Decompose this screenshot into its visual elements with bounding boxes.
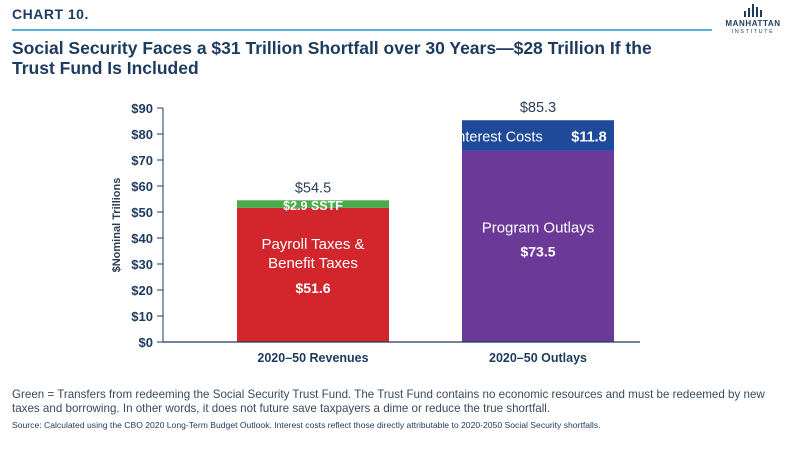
x-category-label: 2020–50 Outlays: [489, 351, 587, 365]
manhattan-institute-logo: MANHATTAN INSTITUTE: [718, 4, 788, 35]
y-axis-title: $Nominal Trillions: [111, 178, 123, 273]
y-tick-label: $30: [131, 257, 153, 272]
y-tick-label: $10: [131, 309, 153, 324]
y-tick-label: $50: [131, 205, 153, 220]
logo-sub: INSTITUTE: [731, 29, 775, 35]
footnote: Green = Transfers from redeeming the Soc…: [12, 388, 765, 415]
bar-segment-sstf: [237, 200, 389, 208]
bar-segment-interest-costs: [462, 120, 614, 151]
y-tick-label: $80: [131, 127, 153, 142]
y-tick-label: $70: [131, 153, 153, 168]
source-note: Source: Calculated using the CBO 2020 Lo…: [12, 420, 601, 430]
segment-value-label: $51.6: [295, 280, 330, 296]
chart-number: CHART 10.: [12, 6, 89, 22]
segment-name-label: Benefit Taxes: [268, 255, 358, 272]
bar-chart: $0 $10 $20 $30 $40 $50 $60 $70 $80 $90 $Nominal Tr…: [111, 100, 640, 365]
skyline-icon: [718, 4, 788, 17]
segment-value-label: $73.5: [520, 243, 555, 259]
bar-total-label: $54.5: [295, 180, 331, 196]
segment-value-label: $2.9 SSTF: [283, 199, 343, 213]
bar-segment-payroll-taxes: [237, 207, 389, 342]
segment-name-label: Payroll Taxes &: [261, 236, 364, 253]
chart-title: Social Security Faces a $31 Trillion Sho…: [12, 38, 652, 78]
segment-name-label: Interest Costs: [453, 130, 542, 146]
logo-name: MANHATTAN: [725, 19, 781, 28]
header-rule: [12, 29, 712, 31]
y-tick-label: $90: [131, 101, 153, 116]
segment-name-label: Program Outlays: [482, 219, 595, 236]
y-tick-label: $20: [131, 283, 153, 298]
bar-segment-program-outlays: [462, 150, 614, 342]
y-tick-label: $60: [131, 179, 153, 194]
bar-total-label: $85.3: [520, 100, 556, 116]
segment-value-label: $11.8: [571, 130, 607, 146]
y-tick-label: $0: [139, 335, 153, 350]
x-category-label: 2020–50 Revenues: [257, 351, 368, 365]
y-tick-label: $40: [131, 231, 153, 246]
